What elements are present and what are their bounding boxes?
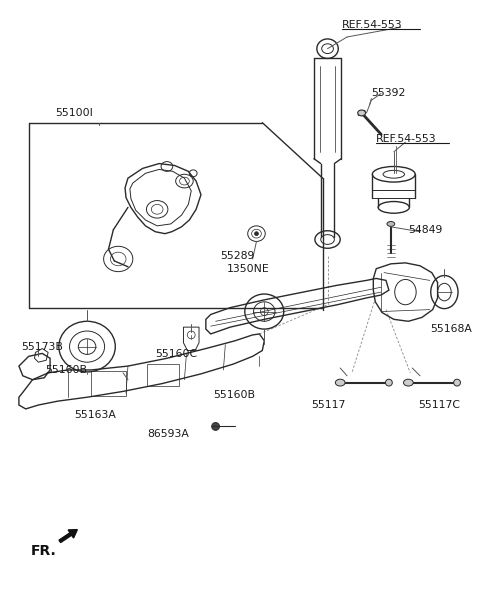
Text: 55163A: 55163A: [74, 410, 116, 419]
Text: 54849: 54849: [408, 225, 443, 235]
Ellipse shape: [254, 232, 258, 235]
Text: 55100I: 55100I: [55, 108, 93, 118]
Ellipse shape: [387, 221, 395, 227]
Ellipse shape: [358, 110, 366, 116]
Text: 55168A: 55168A: [430, 324, 472, 334]
Bar: [91, 371, 126, 396]
Text: 86593A: 86593A: [147, 430, 189, 439]
Ellipse shape: [336, 379, 345, 386]
FancyArrow shape: [59, 530, 77, 543]
Text: 55160C: 55160C: [155, 349, 197, 359]
Ellipse shape: [385, 379, 392, 386]
Text: 55160B: 55160B: [214, 390, 256, 400]
Ellipse shape: [454, 379, 460, 386]
Text: 55117C: 55117C: [418, 400, 460, 410]
Text: 55117: 55117: [311, 400, 346, 410]
Text: 1350NE: 1350NE: [227, 264, 270, 274]
Bar: [147, 364, 179, 385]
Text: FR.: FR.: [31, 544, 56, 558]
Text: 55160B: 55160B: [45, 365, 87, 375]
Text: REF.54-553: REF.54-553: [376, 134, 437, 144]
Ellipse shape: [404, 379, 413, 386]
Text: 55392: 55392: [372, 88, 406, 99]
Text: REF.54-553: REF.54-553: [342, 20, 403, 30]
Ellipse shape: [212, 422, 219, 430]
Text: 55173B: 55173B: [21, 342, 63, 352]
Text: 55289: 55289: [220, 251, 255, 261]
